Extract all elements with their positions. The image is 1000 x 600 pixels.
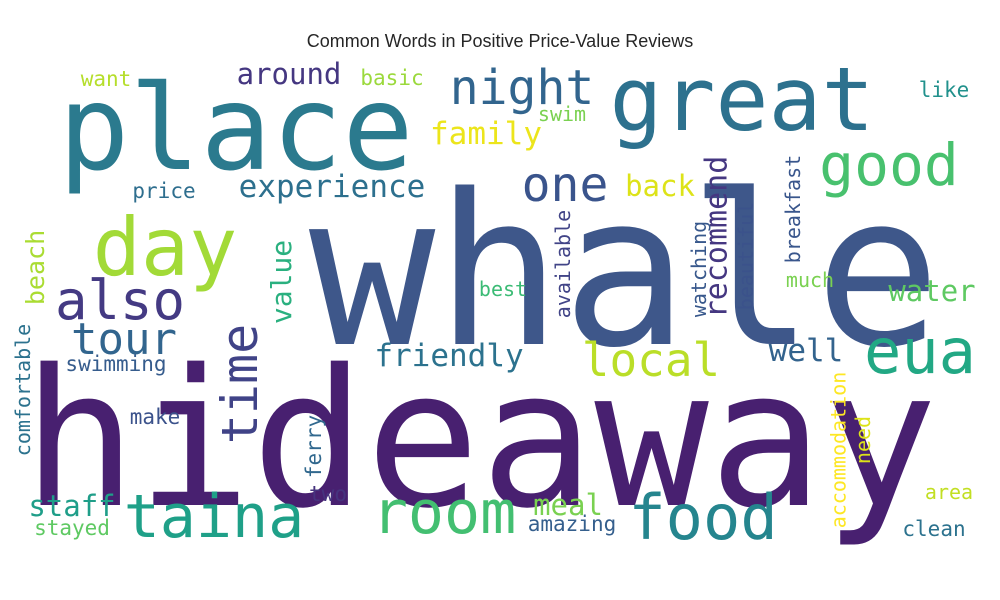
word-friendly: friendly xyxy=(374,337,524,374)
word-back: back xyxy=(625,168,695,203)
word-like: like xyxy=(918,77,970,102)
word-eua: eua xyxy=(864,315,976,388)
word-well: well xyxy=(768,332,844,369)
word-basic: basic xyxy=(360,65,424,90)
word-price: price xyxy=(132,178,196,203)
word-amazing: amazing xyxy=(527,511,617,536)
word-swimming: swimming xyxy=(65,351,167,376)
word-family: family xyxy=(430,115,542,152)
word-accommodation: accommodation xyxy=(825,371,850,529)
word-staff: staff xyxy=(28,488,116,523)
chart-title: Common Words in Positive Price-Value Rev… xyxy=(306,31,694,51)
word-area: area xyxy=(924,480,974,504)
word-breakfast: breakfast xyxy=(781,154,805,264)
word-meal: meal xyxy=(533,487,603,522)
word-day: day xyxy=(92,201,238,294)
word-around: around xyxy=(236,56,342,91)
word-water: water xyxy=(888,273,976,308)
word-also: also xyxy=(54,269,186,332)
word-whale: whale xyxy=(308,149,942,394)
word-time: time xyxy=(210,323,269,445)
word-swim: swim xyxy=(537,102,587,126)
word-want: want xyxy=(80,66,132,91)
word-make: make xyxy=(129,404,181,429)
word-one: one xyxy=(521,157,609,213)
word-room: room xyxy=(371,478,517,548)
word-ferry: ferry xyxy=(302,414,327,478)
word-tour: tour xyxy=(71,314,177,365)
word-value: value xyxy=(264,239,298,325)
word-clean: clean xyxy=(902,516,966,541)
word-stayed: stayed xyxy=(34,515,110,540)
word-two: two xyxy=(309,481,347,506)
word-comfortable: comfortable xyxy=(11,323,36,457)
word-available: available xyxy=(551,209,575,319)
word-much: much xyxy=(785,268,835,292)
word-experience: experience xyxy=(238,168,426,205)
word-beautiful: beautiful xyxy=(734,201,758,311)
word-place: place xyxy=(58,59,414,197)
word-taina: taina xyxy=(123,482,305,552)
word-watching: watching xyxy=(686,220,711,318)
word-best: best xyxy=(478,277,528,301)
word-local: local xyxy=(581,333,721,387)
word-food: food xyxy=(628,481,778,554)
word-need: need xyxy=(850,415,875,465)
word-beach: beach xyxy=(21,229,51,305)
word-hideaway: hideaway xyxy=(22,329,938,550)
word-night: night xyxy=(449,60,595,116)
word-good: good xyxy=(819,131,959,199)
word-great: great xyxy=(609,48,875,151)
